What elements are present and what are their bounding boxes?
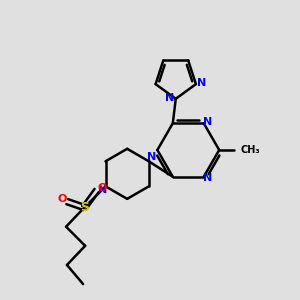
Text: S: S — [80, 201, 89, 214]
Text: N: N — [196, 78, 206, 88]
Text: N: N — [203, 173, 212, 183]
Text: N: N — [98, 185, 107, 195]
Text: O: O — [57, 194, 67, 204]
Text: N: N — [147, 152, 156, 163]
Text: N: N — [165, 93, 175, 103]
Text: O: O — [97, 182, 107, 193]
Text: CH₃: CH₃ — [241, 145, 261, 155]
Text: N: N — [203, 117, 212, 127]
